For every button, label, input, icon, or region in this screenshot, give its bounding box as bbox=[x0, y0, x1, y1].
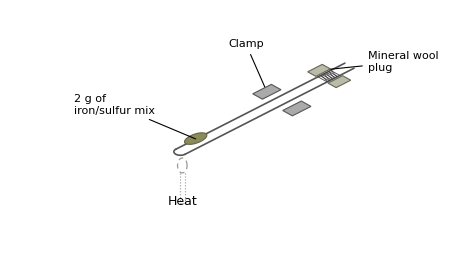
Polygon shape bbox=[308, 64, 330, 76]
Text: 2 g of
iron/sulfur mix: 2 g of iron/sulfur mix bbox=[74, 94, 196, 139]
Text: Clamp: Clamp bbox=[228, 39, 266, 89]
Ellipse shape bbox=[184, 133, 207, 144]
Polygon shape bbox=[283, 101, 311, 116]
Polygon shape bbox=[253, 84, 281, 99]
Text: Heat: Heat bbox=[167, 196, 197, 209]
Polygon shape bbox=[328, 76, 351, 88]
Text: Mineral wool
plug: Mineral wool plug bbox=[322, 51, 438, 73]
